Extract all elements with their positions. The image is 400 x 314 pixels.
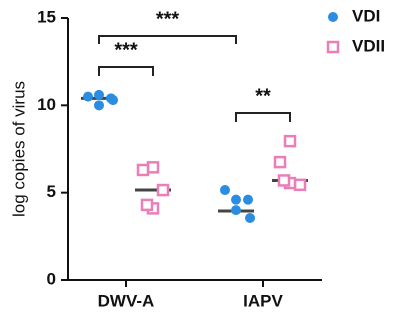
data-point — [94, 100, 104, 111]
y-tick-label: 15 — [37, 7, 56, 26]
y-tick-label: 0 — [47, 269, 56, 288]
legend-label: VDI — [352, 6, 380, 25]
data-point — [231, 194, 241, 205]
significance-label: ** — [255, 85, 271, 107]
data-point — [108, 95, 118, 106]
legend-marker — [328, 12, 338, 22]
data-point — [156, 183, 170, 197]
data-point — [220, 185, 230, 196]
y-tick-label: 5 — [47, 182, 56, 201]
data-point — [273, 155, 287, 169]
legend-marker — [326, 40, 340, 54]
significance-label: *** — [156, 8, 180, 30]
data-point — [140, 198, 154, 212]
data-point — [146, 161, 160, 174]
x-tick-label: IAPV — [243, 291, 283, 310]
significance-label: *** — [114, 39, 138, 61]
data-point — [283, 134, 297, 148]
data-point — [277, 174, 291, 187]
y-axis-label: log copies of virus — [9, 81, 28, 217]
data-point — [243, 194, 253, 205]
x-tick-label: DWV-A — [98, 291, 155, 310]
data-point — [83, 91, 93, 102]
significance-bracket — [98, 66, 154, 76]
legend-label: VDII — [352, 36, 385, 55]
significance-bracket — [235, 112, 291, 122]
y-tick-label: 10 — [37, 95, 56, 114]
significance-bracket — [98, 35, 237, 44]
data-point — [293, 178, 307, 192]
data-point — [94, 89, 104, 100]
data-point — [136, 163, 150, 177]
data-point — [245, 212, 255, 223]
data-point — [231, 205, 241, 216]
